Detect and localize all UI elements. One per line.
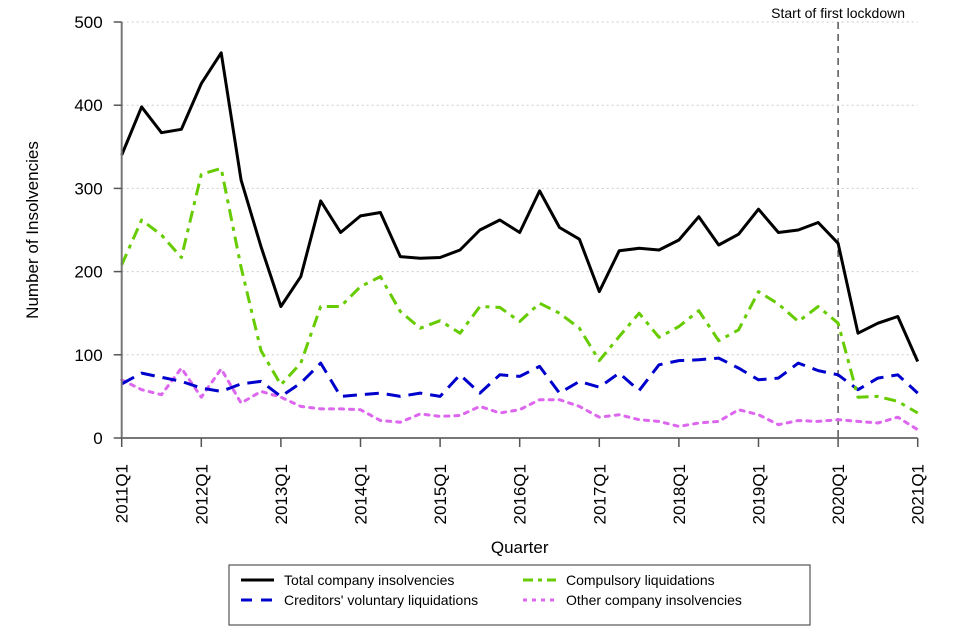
- x-tick-label: 2018Q1: [670, 464, 689, 525]
- x-axis-title: Quarter: [491, 538, 549, 557]
- lockdown-label: Start of first lockdown: [771, 5, 905, 21]
- legend: Total company insolvencies Creditors' vol…: [228, 564, 811, 626]
- x-tick-label: 2011Q1: [113, 464, 132, 523]
- x-tick-label: 2013Q1: [272, 464, 291, 525]
- series-line-creditors-voluntary-liquidations: [120, 356, 919, 398]
- x-tick-label: 2020Q1: [829, 464, 848, 525]
- lockdown-annotation: Start of first lockdown: [771, 5, 905, 438]
- y-tick-label: 100: [74, 346, 102, 365]
- x-tick-label: 2012Q1: [192, 464, 211, 525]
- axes: 0 100 200 300 400 500 2011Q1 2012Q1 2013Q1 2014Q1…: [74, 13, 927, 525]
- x-tick-label: 2021Q1: [909, 464, 928, 525]
- legend-label: Other company insolvencies: [566, 592, 742, 608]
- series-line-compulsory-liquidations: [120, 166, 919, 415]
- series-lines: [120, 51, 920, 432]
- x-tick-label: 2014Q1: [352, 464, 371, 525]
- y-tick-label: 0: [93, 429, 102, 448]
- series-line-total-company-insolvencies: [120, 51, 920, 363]
- y-axis-title: Number of Insolvencies: [23, 141, 42, 319]
- legend-label: Compulsory liquidations: [566, 572, 715, 588]
- series-line-other-company-insolvencies: [120, 366, 920, 432]
- legend-label: Total company insolvencies: [284, 572, 454, 588]
- y-tick-label: 500: [74, 13, 102, 32]
- x-tick-label: 2016Q1: [511, 464, 530, 525]
- y-tick-label: 300: [74, 179, 102, 198]
- legend-label: Creditors' voluntary liquidations: [284, 592, 478, 608]
- legend-box: [228, 564, 811, 626]
- x-tick-label: 2015Q1: [431, 464, 450, 525]
- gridlines: [121, 21, 918, 356]
- y-tick-label: 400: [74, 96, 102, 115]
- y-tick-label: 200: [74, 263, 102, 282]
- x-tick-label: 2017Q1: [590, 464, 609, 525]
- x-tick-label: 2019Q1: [750, 464, 769, 525]
